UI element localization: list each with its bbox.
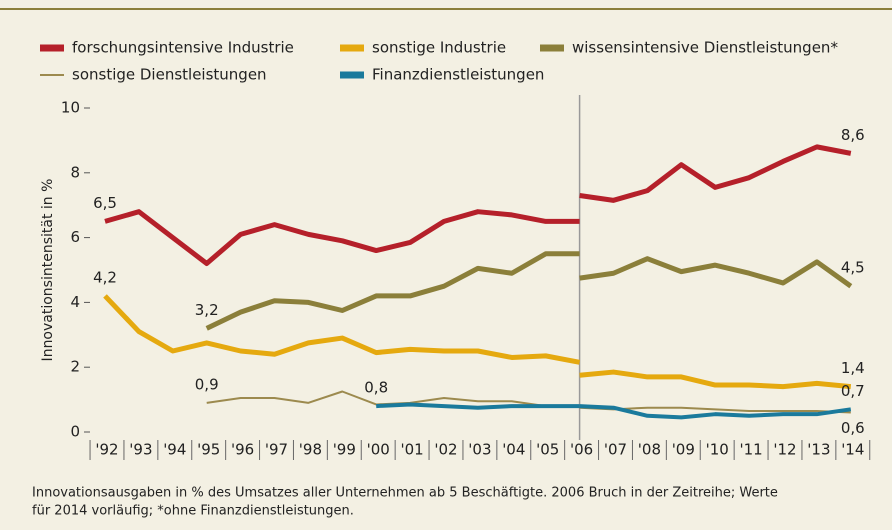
series-line: [579, 144, 852, 203]
x-tick-label: '95: [197, 441, 220, 459]
x-tick-label: '92: [95, 441, 118, 459]
x-tick-label: '02: [434, 441, 457, 459]
x-tick-label: '96: [231, 441, 254, 459]
series-line: [376, 402, 580, 410]
x-tick-label: '99: [333, 441, 356, 459]
x-tick-label: '98: [299, 441, 322, 459]
footnote: Innovationsausgaben in % des Umsatzes al…: [32, 486, 778, 501]
value-label: 4,5: [841, 259, 865, 277]
x-tick-label: '12: [773, 441, 796, 459]
x-tick-label: '97: [265, 441, 288, 459]
legend-label: forschungsintensive Industrie: [72, 39, 294, 57]
x-tick-label: '03: [468, 441, 491, 459]
y-tick-label: 6: [70, 228, 80, 246]
x-tick-label: '00: [367, 441, 390, 459]
value-label: 4,2: [93, 268, 117, 286]
y-tick-label: 2: [70, 358, 80, 376]
x-tick-label: '11: [739, 441, 762, 459]
x-tick-label: '94: [163, 441, 186, 459]
value-label: 0,7: [841, 382, 865, 400]
legend-label: wissensintensive Dienstleistungen*: [572, 39, 838, 57]
legend-label: sonstige Dienstleistungen: [72, 66, 267, 84]
value-label: 1,4: [841, 359, 865, 377]
value-label: 0,8: [364, 379, 388, 397]
value-label: 3,2: [195, 301, 219, 319]
x-tick-label: '04: [502, 441, 525, 459]
x-tick-label: '93: [129, 441, 152, 459]
x-tick-label: '10: [706, 441, 729, 459]
series-line: [103, 294, 581, 365]
value-label: 8,6: [841, 126, 865, 144]
x-tick-label: '14: [841, 441, 864, 459]
x-tick-label: '07: [604, 441, 627, 459]
value-label: 0,9: [195, 375, 219, 393]
legend-label: sonstige Industrie: [372, 39, 506, 57]
y-tick-label: 10: [61, 99, 80, 117]
series-line: [104, 209, 580, 267]
legend-label: Finanzdienstleistungen: [372, 66, 544, 84]
x-tick-label: '06: [570, 441, 593, 459]
x-tick-label: '01: [400, 441, 423, 459]
series-line: [579, 256, 853, 289]
value-label: 6,5: [93, 194, 117, 212]
x-tick-label: '05: [536, 441, 559, 459]
value-label: 0,6: [841, 419, 865, 437]
y-axis-label: Innovationsintensität in %: [40, 179, 56, 362]
series-line: [579, 404, 852, 420]
series-line: [579, 369, 852, 390]
y-tick-label: 4: [70, 293, 80, 311]
x-tick-label: '09: [672, 441, 695, 459]
footnote: für 2014 vorläufig; *ohne Finanzdienstle…: [32, 504, 354, 519]
series-line: [205, 251, 580, 331]
y-tick-label: 8: [70, 163, 80, 181]
y-tick-label: 0: [70, 423, 80, 441]
x-tick-label: '08: [638, 441, 661, 459]
x-tick-label: '13: [807, 441, 830, 459]
